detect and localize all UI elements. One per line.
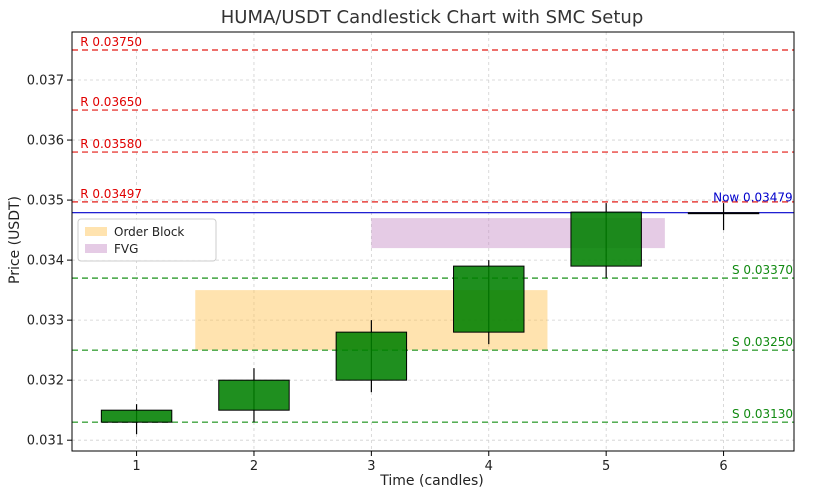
plot-frame [71,31,795,452]
candle-body [453,265,525,333]
legend-label: FVG [114,242,138,256]
support-label: S 0.03250 [732,335,793,349]
resistance-label: R 0.03497 [80,187,142,201]
y-tick-label: 0.034 [27,254,64,269]
support-label: S 0.03130 [732,407,793,421]
y-tick-label: 0.037 [27,74,64,89]
y-tick-label: 0.032 [27,374,64,389]
x-tick-label: 6 [719,459,727,474]
candle-body [335,331,408,381]
x-tick-label: 3 [367,459,375,474]
y-tick-label: 0.036 [27,134,64,149]
chart-title: HUMA/USDT Candlestick Chart with SMC Set… [221,7,644,28]
current-price-label: Now 0.03479 [713,191,793,205]
legend-swatch [85,244,107,253]
price-levels: R 0.03750 R 0.03650 R 0.03580 R 0.03497 S 0.… [72,35,794,423]
y-tick-label: 0.031 [27,434,64,449]
y-tick-label: 0.035 [27,194,64,209]
x-tick-label: 2 [250,459,258,474]
axes: 1 2 3 4 5 6 0.031 0.032 0.033 0.034 0.035 0.036 0.03… [27,31,795,474]
legend-swatch [85,227,107,236]
x-tick-label: 5 [602,459,610,474]
candle-body [100,409,173,423]
resistance-label: R 0.03650 [80,95,142,109]
candle-body [218,379,290,411]
x-tick-label: 1 [132,459,140,474]
candle-body [687,212,760,215]
y-tick-label: 0.033 [27,314,64,329]
legend: Order Block FVG [77,218,217,262]
resistance-label: R 0.03580 [80,137,142,151]
y-axis-label: Price (USDT) [7,196,23,284]
legend-label: Order Block [114,225,184,239]
legend-box [77,218,217,262]
candles [100,203,760,435]
candle-body [570,211,642,267]
x-tick-label: 4 [485,459,493,474]
resistance-label: R 0.03750 [80,35,142,49]
support-label: S 0.03370 [732,263,793,277]
x-axis-label: Time (candles) [379,473,483,489]
